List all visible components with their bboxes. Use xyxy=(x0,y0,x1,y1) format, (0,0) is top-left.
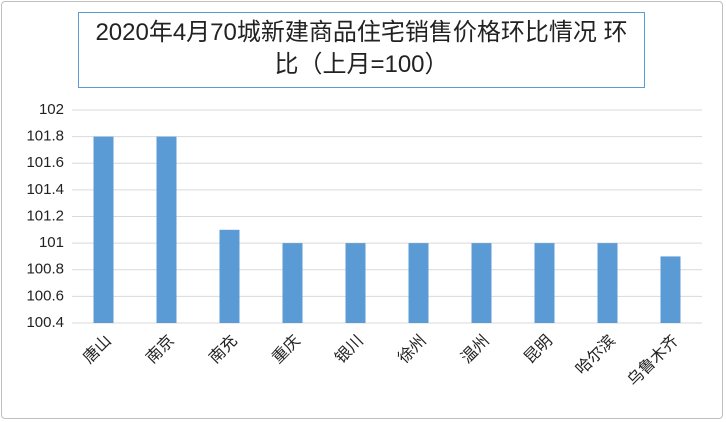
bar xyxy=(471,243,492,323)
bar xyxy=(282,243,303,323)
y-tick-label: 100.8 xyxy=(26,261,64,278)
x-tick-label: 昆明 xyxy=(521,332,556,367)
x-tick-label: 银川 xyxy=(332,332,367,367)
x-tick-label: 哈尔滨 xyxy=(572,332,619,379)
bar xyxy=(660,256,681,323)
y-tick-label: 101 xyxy=(39,234,64,251)
y-tick-label: 101.6 xyxy=(26,154,64,171)
bar xyxy=(345,243,366,323)
y-tick-label: 100.6 xyxy=(26,287,64,304)
x-tick-label: 唐山 xyxy=(80,332,115,367)
x-tick-label: 南充 xyxy=(206,332,241,367)
y-tick-label: 100.4 xyxy=(26,314,64,331)
x-tick-label: 温州 xyxy=(458,332,493,367)
bar xyxy=(93,136,114,323)
x-tick-label: 南京 xyxy=(143,332,178,367)
bar xyxy=(156,136,177,323)
y-tick-label: 102 xyxy=(39,101,64,118)
bar xyxy=(597,243,618,323)
y-tick-label: 101.8 xyxy=(26,128,64,145)
y-tick-label: 101.2 xyxy=(26,207,64,224)
bar xyxy=(219,229,240,323)
x-tick-label: 重庆 xyxy=(269,332,304,367)
bar xyxy=(408,243,429,323)
x-tick-label: 徐州 xyxy=(395,332,430,367)
y-tick-label: 101.4 xyxy=(26,181,64,198)
chart-title: 2020年4月70城新建商品住宅销售价格环比情况 环比（上月=100） xyxy=(78,12,645,88)
x-tick-label: 乌鲁木齐 xyxy=(624,332,682,390)
bar xyxy=(534,243,555,323)
